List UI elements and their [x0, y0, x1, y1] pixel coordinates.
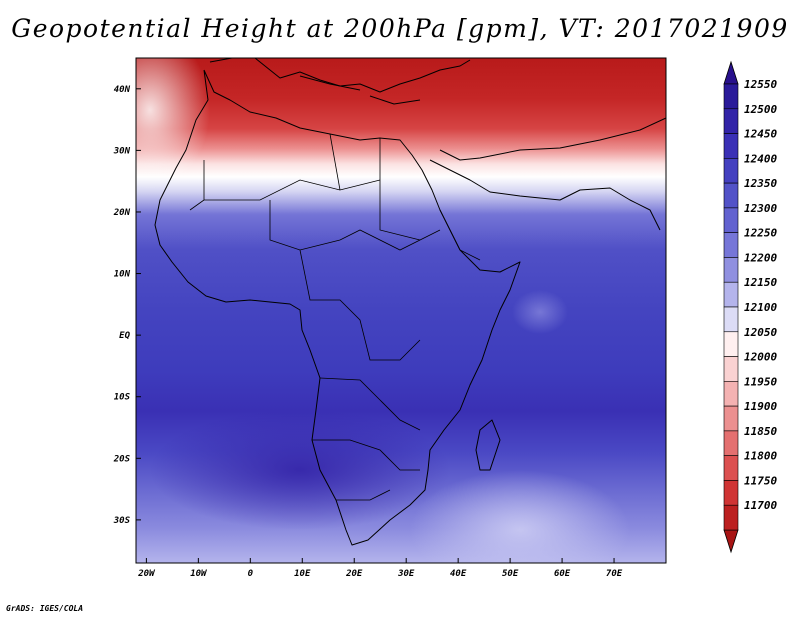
colorbar-swatch	[723, 356, 739, 382]
lon-tick-label: 0	[248, 569, 254, 579]
colorbar-label: 11950	[744, 375, 777, 388]
lon-tick-label: 50E	[502, 569, 519, 579]
colorbar-swatch	[723, 405, 739, 432]
colorbar-label: 12100	[744, 301, 777, 314]
colorbar-swatch	[723, 281, 739, 308]
lat-tick-label: 20N	[113, 208, 131, 218]
page-title: Geopotential Height at 200hPa [gpm], VT:…	[11, 14, 789, 43]
colorbar-swatch	[723, 232, 739, 258]
colorbar-swatch	[723, 480, 739, 506]
colorbar-swatch	[723, 430, 739, 456]
height-field	[136, 58, 666, 563]
colorbar-label: 11800	[744, 450, 777, 463]
coastlines	[154, 57, 667, 546]
lat-tick-label: EQ	[119, 331, 130, 341]
lat-tick-label: 10N	[114, 270, 131, 280]
lat-tick-label: 30S	[113, 516, 131, 526]
colorbar-swatch	[723, 306, 739, 333]
colorbar-swatch	[723, 257, 739, 283]
colorbar-swatch	[723, 381, 739, 407]
lat-tick-label: 20S	[113, 454, 131, 464]
plot-frame	[135, 57, 667, 564]
colorbar-swatch	[723, 182, 739, 209]
colorbar-label: 11900	[744, 400, 777, 413]
colorbar-top-arrow	[723, 60, 739, 85]
colorbar-label: 12550	[744, 78, 777, 91]
lon-tick-label: 10E	[294, 569, 311, 579]
lon-tick-label: 20E	[345, 569, 363, 579]
lon-tick-label: 40E	[450, 569, 467, 579]
colorbar-swatch	[723, 133, 739, 159]
colorbar: 12550 12500 12450 12400 12350 12300 12250 12200…	[723, 60, 777, 554]
lon-tick-label: 20W	[137, 569, 156, 579]
colorbar-label: 12050	[744, 326, 777, 339]
colorbar-swatch	[723, 504, 739, 531]
axis-ticks: 20W 10W 0 10E 20E 30E 40E 50E 60E 70E 40N 30N 20N 10N…	[113, 85, 623, 579]
colorbar-bottom-arrow	[723, 529, 739, 554]
colorbar-swatch	[723, 158, 739, 184]
colorbar-label: 12200	[744, 251, 777, 264]
colorbar-swatch	[723, 207, 739, 233]
colorbar-swatch	[723, 108, 739, 134]
lon-tick-label: 10W	[190, 569, 208, 579]
colorbar-label: 12500	[744, 103, 777, 116]
lon-tick-label: 70E	[606, 569, 623, 579]
lat-tick-label: 10S	[114, 393, 131, 403]
colorbar-swatch	[723, 331, 739, 357]
colorbar-label: 12350	[744, 177, 777, 190]
colorbar-swatch	[723, 83, 739, 110]
country-borders	[189, 133, 481, 501]
colorbar-label: 12300	[744, 202, 777, 215]
colorbar-label: 11850	[744, 425, 777, 438]
colorbar-label: 12400	[744, 152, 777, 165]
colorbar-label: 12250	[744, 227, 777, 240]
lon-tick-label: 60E	[554, 569, 571, 579]
colorbar-label: 12150	[744, 276, 777, 289]
lat-tick-label: 30N	[113, 146, 131, 156]
colorbar-label: 11750	[744, 474, 777, 487]
lon-tick-label: 30E	[397, 569, 415, 579]
colorbar-label: 12450	[744, 128, 777, 141]
colorbar-label: 12000	[744, 351, 777, 364]
lat-tick-label: 40N	[114, 85, 131, 95]
colorbar-swatch	[723, 455, 739, 481]
footer-credit: GrADS: IGES/COLA	[6, 604, 84, 613]
colorbar-label: 11700	[744, 499, 777, 512]
